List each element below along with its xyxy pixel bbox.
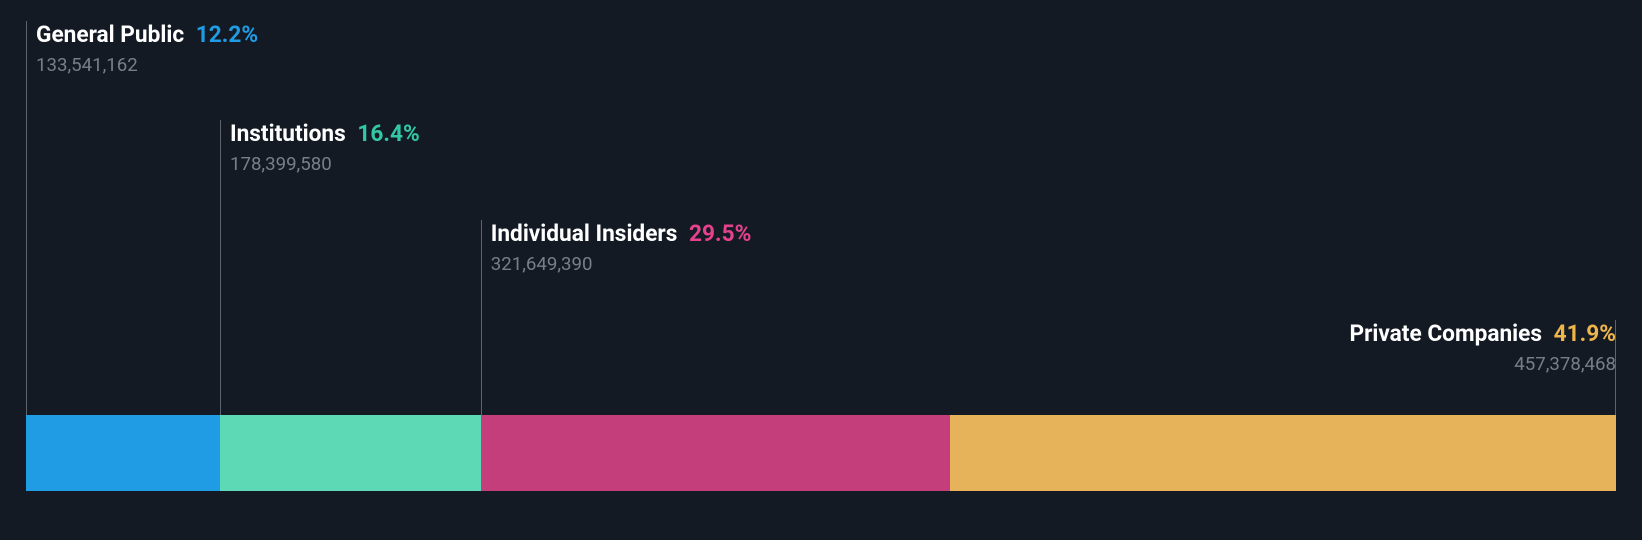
label-name: Institutions [230, 120, 346, 147]
bar-segment-general-public [26, 415, 220, 491]
connector-individual-insiders [481, 220, 482, 415]
bar-segment-private-companies [950, 415, 1616, 491]
label-value: 321,649,390 [491, 253, 752, 275]
label-percent: 41.9% [1554, 320, 1616, 347]
label-general-public: General Public 12.2% 133,541,162 [36, 21, 258, 76]
label-title-private-companies: Private Companies 41.9% [1349, 320, 1616, 347]
bar-segment-individual-insiders [481, 415, 950, 491]
label-title-general-public: General Public 12.2% [36, 21, 258, 48]
label-name: Individual Insiders [491, 220, 678, 247]
label-percent: 16.4% [357, 120, 419, 147]
stacked-bar [26, 415, 1616, 491]
label-name: General Public [36, 21, 184, 48]
bar-segment-institutions [220, 415, 481, 491]
label-name: Private Companies [1349, 320, 1542, 347]
connector-institutions [220, 120, 221, 415]
label-individual-insiders: Individual Insiders 29.5% 321,649,390 [491, 220, 752, 275]
ownership-breakdown-chart: General Public 12.2% 133,541,162 Institu… [0, 0, 1642, 540]
label-value: 178,399,580 [230, 153, 420, 175]
label-institutions: Institutions 16.4% 178,399,580 [230, 120, 420, 175]
label-private-companies: Private Companies 41.9% 457,378,468 [1349, 320, 1616, 375]
label-title-institutions: Institutions 16.4% [230, 120, 420, 147]
label-percent: 12.2% [196, 21, 258, 48]
label-value: 133,541,162 [36, 54, 258, 76]
label-value: 457,378,468 [1349, 353, 1616, 375]
connector-general-public [26, 21, 27, 415]
label-title-individual-insiders: Individual Insiders 29.5% [491, 220, 752, 247]
label-percent: 29.5% [689, 220, 751, 247]
